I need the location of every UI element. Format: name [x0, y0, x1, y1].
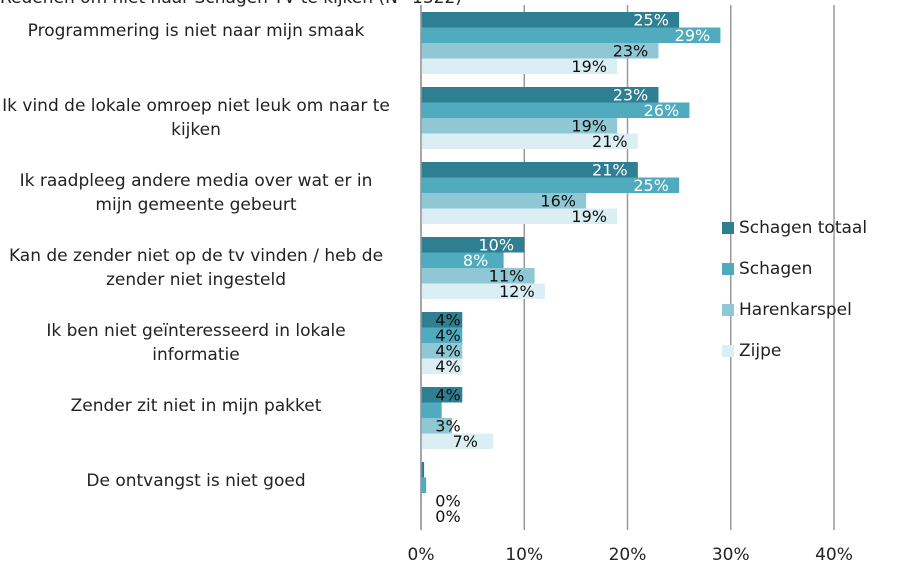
bar [421, 343, 463, 359]
bar [421, 237, 525, 253]
value-label: 4% [435, 385, 460, 404]
legend-swatch [722, 304, 734, 316]
category-label: Ik raadpleeg andere media over wat er in… [19, 171, 373, 215]
bar [421, 387, 463, 403]
bar [421, 477, 427, 493]
value-label: 19% [571, 116, 607, 135]
category-label: Kan de zender niet op de tv vinden / heb… [8, 246, 384, 290]
value-label: 10% [478, 235, 514, 254]
bar [421, 58, 618, 74]
value-label: 21% [592, 132, 628, 151]
value-label: 4% [435, 341, 460, 360]
legend-swatch [722, 263, 734, 275]
legend-label: Schagen totaal [739, 218, 868, 238]
value-label: 19% [571, 57, 607, 76]
x-tick-label: 30% [712, 545, 750, 565]
bar [421, 27, 721, 43]
legend-item: Zijpe [722, 341, 781, 361]
bar [421, 43, 659, 59]
bar [421, 177, 680, 193]
bar [421, 283, 545, 299]
bar [421, 102, 690, 118]
bar [421, 327, 463, 343]
category-label: Ik ben niet geïnteresseerd in lokale inf… [46, 321, 346, 365]
value-label: 16% [540, 191, 576, 210]
value-label: 19% [571, 207, 607, 226]
value-label: 0% [435, 491, 460, 510]
bar [421, 418, 452, 434]
bar [421, 133, 638, 149]
legend-label: Harenkarspel [739, 300, 852, 320]
category-label: Zender zit niet in mijn pakket [70, 396, 322, 416]
value-label: 23% [613, 41, 649, 60]
bar [421, 358, 463, 374]
value-label: 4% [435, 326, 460, 345]
bar [421, 462, 425, 478]
value-label: 8% [463, 251, 488, 270]
value-label: 26% [644, 101, 680, 120]
legend-swatch [722, 345, 734, 357]
category-label: Ik vind de lokale omroep niet leuk om na… [2, 96, 390, 140]
bar [421, 193, 587, 209]
value-label: 25% [633, 10, 669, 29]
bar [421, 268, 535, 284]
value-label: 12% [499, 282, 535, 301]
bar [421, 162, 638, 178]
chart-title: Redenen om niet naar Schagen TV te kijke… [0, 0, 462, 8]
value-label: 29% [675, 26, 711, 45]
value-label: 11% [489, 266, 525, 285]
bar [421, 87, 659, 103]
legend-item: Schagen [722, 259, 812, 279]
bar [421, 312, 463, 328]
legend-item: Schagen totaal [722, 218, 867, 238]
bar [421, 433, 494, 449]
x-tick-label: 0% [408, 545, 435, 565]
category-label: Programmering is niet naar mijn smaak [27, 21, 365, 41]
bar [421, 12, 680, 28]
value-label: 4% [435, 310, 460, 329]
value-label: 7% [453, 432, 478, 451]
x-tick-label: 10% [505, 545, 543, 565]
bar [421, 208, 618, 224]
value-label: 3% [435, 416, 460, 435]
bar [421, 252, 504, 268]
x-tick-label: 40% [815, 545, 853, 565]
value-label: 4% [435, 357, 460, 376]
category-label: De ontvangst is niet goed [86, 471, 306, 491]
value-label: 0% [435, 507, 460, 526]
legend-label: Zijpe [739, 341, 782, 361]
bar [421, 118, 618, 134]
value-label: 21% [592, 160, 628, 179]
x-tick-label: 20% [609, 545, 647, 565]
bar [421, 402, 442, 418]
value-label: 25% [633, 176, 669, 195]
legend-swatch [722, 222, 734, 234]
legend-label: Schagen [739, 259, 813, 279]
legend-item: Harenkarspel [722, 300, 852, 320]
value-label: 23% [613, 85, 649, 104]
